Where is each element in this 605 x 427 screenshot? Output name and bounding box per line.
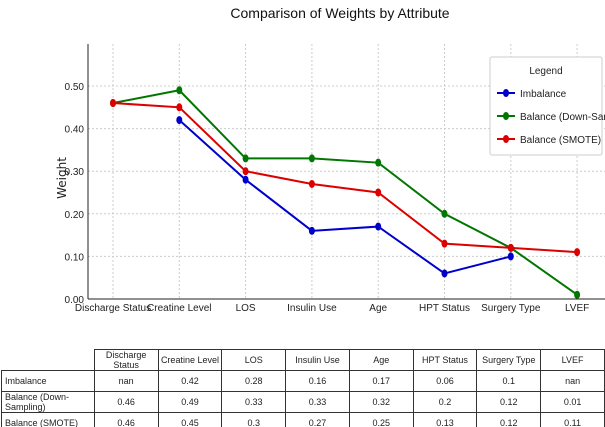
data-point	[574, 248, 581, 257]
data-point	[308, 226, 315, 235]
data-point	[507, 243, 514, 252]
table-cell: 0.11	[540, 412, 605, 427]
data-point	[507, 252, 514, 261]
table-header-cell: Creatine Level	[157, 349, 223, 371]
x-tick-label: HPT Status	[419, 303, 470, 314]
table-cell: 0.12	[476, 391, 542, 413]
table-cell: 0.16	[285, 370, 350, 392]
x-tick-label: LVEF	[565, 303, 589, 314]
table-header-cell: Insulin Use	[285, 349, 350, 371]
table-cell: 0.17	[348, 370, 414, 392]
table-cell: 0.28	[221, 370, 287, 392]
data-point	[176, 86, 183, 95]
x-tick-label: LOS	[236, 303, 256, 314]
legend-label: Balance (SMOTE)	[520, 135, 601, 146]
y-tick-label: 0.10	[65, 252, 85, 263]
table-corner	[2, 350, 95, 371]
table-cell: 0.27	[285, 412, 350, 427]
y-tick-label: 0.20	[65, 210, 85, 221]
data-point	[574, 290, 581, 299]
row-label: Imbalance	[1, 370, 95, 392]
table-cell: 0.01	[540, 391, 605, 413]
legend-marker	[503, 112, 509, 120]
data-point	[441, 239, 448, 248]
y-tick-label: 0.00	[65, 295, 85, 306]
legend-label: Balance (Down-Sampling)	[520, 112, 605, 123]
y-tick-label: 0.30	[65, 167, 85, 178]
data-point	[441, 269, 448, 278]
table-header-cell: HPT Status	[412, 349, 478, 371]
legend-title: Legend	[529, 66, 562, 77]
table-row: Balance (Down-Sampling) 0.46 0.49 0.33 0.33 0…	[1, 391, 605, 413]
table-cell: 0.06	[412, 370, 478, 392]
table-cell: 0.49	[157, 391, 223, 413]
y-tick-label: 0.50	[65, 82, 85, 93]
x-tick-label: Insulin Use	[287, 303, 337, 314]
table-header-cell: Discharge Status	[93, 349, 159, 371]
series-line	[178, 119, 512, 275]
table-cell: 0.2	[412, 391, 478, 413]
table-cell: 0.42	[157, 370, 223, 392]
y-tick-label: 0.40	[65, 125, 85, 136]
table-header-cell: LVEF	[540, 349, 605, 371]
data-point	[375, 158, 382, 167]
x-tick-label: Surgery Type	[481, 303, 541, 314]
table-cell: nan	[93, 370, 159, 392]
data-point	[308, 154, 315, 163]
series-line	[112, 102, 578, 254]
x-tick-label: Age	[369, 303, 387, 314]
legend-marker	[503, 89, 509, 97]
y-axis-label: Weight	[55, 157, 69, 199]
data-point	[110, 99, 116, 108]
series-line	[112, 89, 578, 296]
data-table: Discharge Status Creatine Level LOS Insulin…	[1, 349, 605, 427]
table-header-cell: Surgery Type	[476, 349, 542, 371]
table-cell: 0.32	[348, 391, 414, 413]
data-point	[375, 222, 382, 231]
table-cell: 0.33	[285, 391, 350, 413]
data-point	[375, 188, 382, 197]
data-point	[176, 103, 183, 112]
table-cell: 0.33	[221, 391, 287, 413]
data-point	[176, 116, 183, 125]
table-header-cell: Age	[348, 349, 414, 371]
table-cell: 0.46	[93, 391, 159, 413]
x-tick-label: Discharge Status	[75, 303, 151, 314]
x-tick-label: Creatine Level	[147, 303, 211, 314]
data-point	[308, 179, 315, 188]
legend-label: Imbalance	[520, 89, 567, 100]
row-label: Balance (Down-Sampling)	[1, 391, 95, 413]
table-row: Imbalance nan 0.42 0.28 0.16 0.17 0.06 0.1 nan	[1, 370, 605, 392]
table-cell: 0.46	[93, 412, 159, 427]
data-point	[242, 167, 249, 176]
table-row: Balance (SMOTE) 0.46 0.45 0.3 0.27 0.25 0.13 0.…	[1, 412, 605, 427]
data-point	[441, 209, 448, 218]
table-cell: 0.45	[157, 412, 223, 427]
data-point	[242, 154, 249, 163]
data-point	[242, 175, 249, 184]
chart-title: Comparison of Weights by Attribute	[230, 5, 449, 21]
legend: Legend Imbalance Balance (Down-Sampling) B…	[489, 56, 605, 156]
table-header-cell: LOS	[221, 349, 287, 371]
legend-marker	[503, 135, 509, 143]
table-cell: nan	[540, 370, 605, 392]
table-cell: 0.1	[476, 370, 542, 392]
table-cell: 0.13	[412, 412, 478, 427]
row-label: Balance (SMOTE)	[1, 412, 95, 427]
line-chart: Comparison of Weights by Attribute Weigh…	[55, 5, 605, 314]
table-cell: 0.25	[348, 412, 414, 427]
table-cell: 0.12	[476, 412, 542, 427]
table-cell: 0.3	[221, 412, 287, 427]
